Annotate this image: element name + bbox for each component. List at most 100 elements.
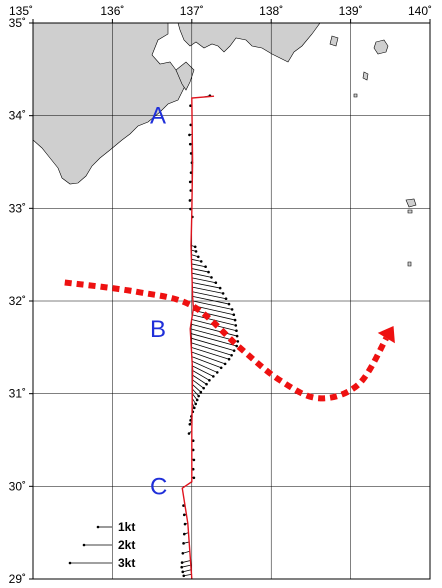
kuroshio-path xyxy=(64,279,395,402)
current-vector-tip xyxy=(187,432,191,435)
current-vector-tip xyxy=(227,357,231,361)
current-vector-tip xyxy=(180,561,184,564)
current-vector-tip xyxy=(199,260,203,263)
current-vector xyxy=(191,272,212,278)
lon-tick-label: 138˚ xyxy=(259,4,283,18)
current-vector-tip xyxy=(189,152,193,155)
current-vector-tip xyxy=(212,375,215,378)
legend-label: 1kt xyxy=(118,520,135,534)
land-island-small-1 xyxy=(329,35,339,47)
current-vector xyxy=(192,374,207,385)
current-vector xyxy=(181,560,191,563)
current-vector-tip xyxy=(182,542,185,545)
current-vector-tip xyxy=(188,199,192,202)
point-label-c: C xyxy=(150,473,167,500)
current-vector-tip xyxy=(223,362,227,366)
current-vector xyxy=(181,564,191,568)
land-island-small-3 xyxy=(405,198,417,208)
current-vector-tip xyxy=(235,334,239,338)
current-vector xyxy=(192,384,202,393)
lat-tick-label: 29˚ xyxy=(9,572,26,586)
lon-tick-label: 140˚ xyxy=(408,4,432,18)
current-vector xyxy=(191,258,202,262)
current-vector xyxy=(192,379,204,389)
lat-tick-label: 33˚ xyxy=(9,201,26,215)
lat-tick-label: 30˚ xyxy=(9,479,26,493)
lon-tick-label: 136˚ xyxy=(100,4,124,18)
current-vector-tip xyxy=(202,386,205,390)
current-vector-tip xyxy=(181,552,185,555)
current-vector xyxy=(191,263,206,268)
current-vector xyxy=(191,346,230,360)
current-vector xyxy=(191,360,218,373)
ship-track xyxy=(181,95,215,580)
current-vector-tip xyxy=(205,382,208,386)
point-label-b: B xyxy=(150,316,166,343)
land-island-izu xyxy=(373,39,389,55)
current-vector xyxy=(191,268,209,273)
graticule xyxy=(33,23,430,579)
current-vector-tip xyxy=(204,265,207,269)
land-island-small-2 xyxy=(362,71,369,81)
current-vector-tip xyxy=(196,255,200,259)
legend-vector-tip xyxy=(68,561,72,565)
lat-tick-label: 35˚ xyxy=(9,16,26,30)
land-bay-peninsula xyxy=(175,61,195,91)
speed-legend: 1kt 2kt 3kt xyxy=(68,520,135,570)
current-vector-tip xyxy=(189,104,192,107)
point-labels: A B C xyxy=(150,103,167,501)
current-vector-tip xyxy=(236,340,240,343)
current-vector-tip xyxy=(183,522,187,526)
current-vectors xyxy=(180,94,240,578)
current-vector xyxy=(190,337,235,352)
current-vector xyxy=(192,370,210,381)
legend-label: 2kt xyxy=(118,538,135,552)
current-vector-tip xyxy=(192,458,196,462)
point-label-a: A xyxy=(150,103,166,130)
kuroshio-arrowhead xyxy=(377,326,395,344)
current-vector xyxy=(192,286,224,294)
current-vector xyxy=(192,300,233,310)
lon-tick-label: 135˚ xyxy=(9,4,33,18)
current-vector-tip xyxy=(182,504,185,507)
current-vector-tip xyxy=(188,180,192,184)
current-vector-tip xyxy=(234,324,238,327)
current-vector xyxy=(192,365,214,377)
land-island-small-4 xyxy=(407,209,413,214)
current-vector xyxy=(192,295,230,305)
current-vector-tip xyxy=(189,171,193,174)
current-vector-tip xyxy=(235,344,238,348)
land-island-small-5 xyxy=(407,261,412,267)
lon-tick-label: 139˚ xyxy=(339,4,363,18)
current-vector-tip xyxy=(191,467,195,471)
current-vector-tip xyxy=(193,245,197,249)
current-vector-tip xyxy=(182,532,186,536)
legend-vector-tip xyxy=(96,525,100,529)
current-vector xyxy=(192,291,227,300)
current-vector-tip xyxy=(194,402,198,406)
current-vector-tip xyxy=(207,270,210,274)
current-vector xyxy=(183,573,192,577)
current-vector-tip xyxy=(230,308,234,311)
land-honshu-east xyxy=(177,23,321,63)
lat-tick-label: 32˚ xyxy=(9,294,26,308)
current-vector xyxy=(193,309,236,321)
current-vector xyxy=(192,388,199,397)
ship-track-line xyxy=(181,95,215,580)
current-vector-tip xyxy=(188,422,192,426)
current-vector xyxy=(192,282,221,289)
current-vector-tip xyxy=(208,379,211,382)
current-vector-tip xyxy=(180,565,184,569)
current-vector-tip xyxy=(189,189,193,192)
lat-tick-label: 34˚ xyxy=(9,109,26,123)
current-vector xyxy=(190,342,232,356)
current-vector-tip xyxy=(191,448,195,452)
current-vector-tip xyxy=(210,276,213,279)
current-vector-tip xyxy=(221,292,225,295)
current-vector-tip xyxy=(219,366,223,370)
current-vector-tip xyxy=(194,250,198,253)
current-vector-tip xyxy=(181,570,185,574)
current-vector-tip xyxy=(227,302,231,306)
current-vector-tip xyxy=(224,297,228,301)
